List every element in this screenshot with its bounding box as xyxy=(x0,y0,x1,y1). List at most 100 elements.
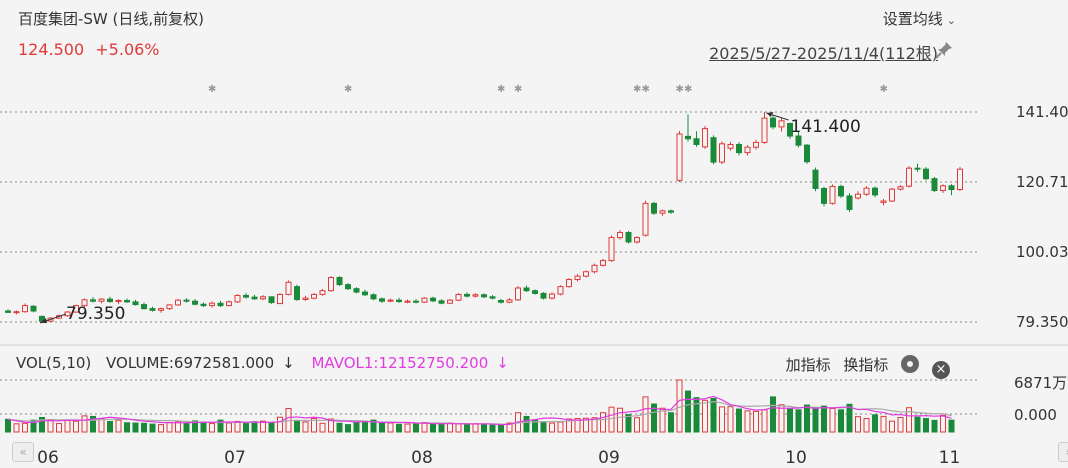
event-marker: ✱ xyxy=(642,84,650,95)
volume-bar xyxy=(234,420,241,433)
volume-bar xyxy=(115,419,122,433)
candle-body xyxy=(39,315,45,322)
volume-bar xyxy=(523,415,530,433)
volume-bar xyxy=(39,416,45,433)
volume-bar xyxy=(294,419,300,433)
volume-bar xyxy=(489,424,496,433)
volume-legend: VOL(5,10) VOLUME:6972581.000 ↓ MAVOL1:121… xyxy=(16,354,521,372)
candle-body xyxy=(217,302,224,307)
candle-body xyxy=(736,143,742,154)
candle-body xyxy=(73,305,79,313)
volume-bar xyxy=(685,390,691,433)
candle-body xyxy=(370,294,377,300)
volume-bar xyxy=(5,418,11,433)
candle-body xyxy=(744,146,751,154)
candle-body xyxy=(651,202,657,214)
volume-bar xyxy=(438,423,445,433)
volume-bar xyxy=(430,422,436,433)
candle-body xyxy=(889,188,895,202)
candle-body xyxy=(362,291,368,296)
candle-body xyxy=(804,144,810,163)
candle-body xyxy=(642,202,649,236)
volume-bar xyxy=(659,407,666,433)
mavol1-arrow: ↓ xyxy=(496,354,509,372)
volume-bar xyxy=(336,422,343,433)
volume-arrow: ↓ xyxy=(282,354,295,372)
volume-bar xyxy=(940,414,946,433)
volume-bar xyxy=(464,424,470,433)
volume-bar xyxy=(914,416,921,433)
volume-tick-label: 0.000 xyxy=(1014,406,1057,424)
volume-bar xyxy=(56,423,62,433)
candle-body xyxy=(481,294,487,298)
volume-bar xyxy=(753,410,759,433)
candle-body xyxy=(124,300,130,303)
volume-bar xyxy=(345,424,351,433)
candle-body xyxy=(532,290,538,294)
volume-bar xyxy=(846,403,853,433)
candle-body xyxy=(812,169,819,189)
volume-bar xyxy=(948,419,955,433)
candle-body xyxy=(668,210,674,213)
volume-bar xyxy=(651,403,657,433)
candle-body xyxy=(923,168,929,180)
event-marker: ✱ xyxy=(880,84,888,95)
last-price: 124.500 xyxy=(18,40,85,59)
event-marker: ✱ xyxy=(344,84,352,95)
volume-bar xyxy=(625,414,632,433)
volume-bar xyxy=(787,408,793,433)
volume-value: VOLUME:6972581.000 xyxy=(106,354,275,372)
volume-bar xyxy=(736,408,742,433)
close-icon[interactable]: × xyxy=(932,361,950,379)
switch-indicator-button[interactable]: 换指标 xyxy=(843,356,889,374)
candle-body xyxy=(600,260,606,266)
volume-bar xyxy=(226,422,232,433)
volume-bar xyxy=(880,415,887,433)
candle-body xyxy=(778,120,785,128)
volume-bar xyxy=(302,421,309,433)
candle-body xyxy=(268,296,275,304)
candle-body xyxy=(523,287,530,292)
candle-body xyxy=(855,193,861,199)
x-tick-label: 07 xyxy=(224,448,246,468)
candle-body xyxy=(379,298,385,302)
price-change: +5.06% xyxy=(95,40,160,59)
candle-body xyxy=(515,287,521,301)
candle-body xyxy=(753,141,759,148)
volume-bar xyxy=(617,407,623,433)
volume-bar xyxy=(897,416,904,433)
scroll-right-button[interactable]: » xyxy=(1058,442,1068,462)
candle-body xyxy=(90,299,96,302)
volume-bar xyxy=(540,421,547,433)
price-tick-label: 120.717 xyxy=(1016,173,1068,191)
gear-icon[interactable] xyxy=(901,355,920,373)
indicator-tools: 加指标 换指标 × xyxy=(786,354,950,379)
scroll-left-button[interactable]: « xyxy=(12,442,34,462)
candle-body xyxy=(685,135,691,140)
volume-bar xyxy=(311,418,317,433)
volume-bar xyxy=(200,421,207,433)
candle-body xyxy=(430,297,436,302)
candle-body xyxy=(345,284,351,290)
volume-bar xyxy=(863,418,870,433)
candle-body xyxy=(22,305,28,313)
volume-bar xyxy=(829,408,836,433)
candle-body xyxy=(464,293,470,297)
price-tick-label: 141.400 xyxy=(1016,103,1068,121)
volume-bar xyxy=(506,422,513,433)
volume-tick-label: 6871万 xyxy=(1014,374,1067,392)
candle-body xyxy=(727,143,734,149)
volume-bar xyxy=(158,424,164,433)
date-range-link[interactable]: 2025/5/27-2025/11/4(112根) xyxy=(709,44,938,63)
volume-bar xyxy=(81,415,88,433)
ma-settings-button[interactable]: 设置均线 ⌄ xyxy=(883,8,956,29)
event-marker: ✱ xyxy=(684,84,692,95)
candle-body xyxy=(710,137,717,163)
pin-icon[interactable] xyxy=(934,40,954,60)
candle-body xyxy=(98,298,105,302)
volume-bar xyxy=(73,420,79,433)
candle-body xyxy=(175,299,181,306)
candle-body xyxy=(583,271,589,277)
add-indicator-button[interactable]: 加指标 xyxy=(785,356,831,374)
